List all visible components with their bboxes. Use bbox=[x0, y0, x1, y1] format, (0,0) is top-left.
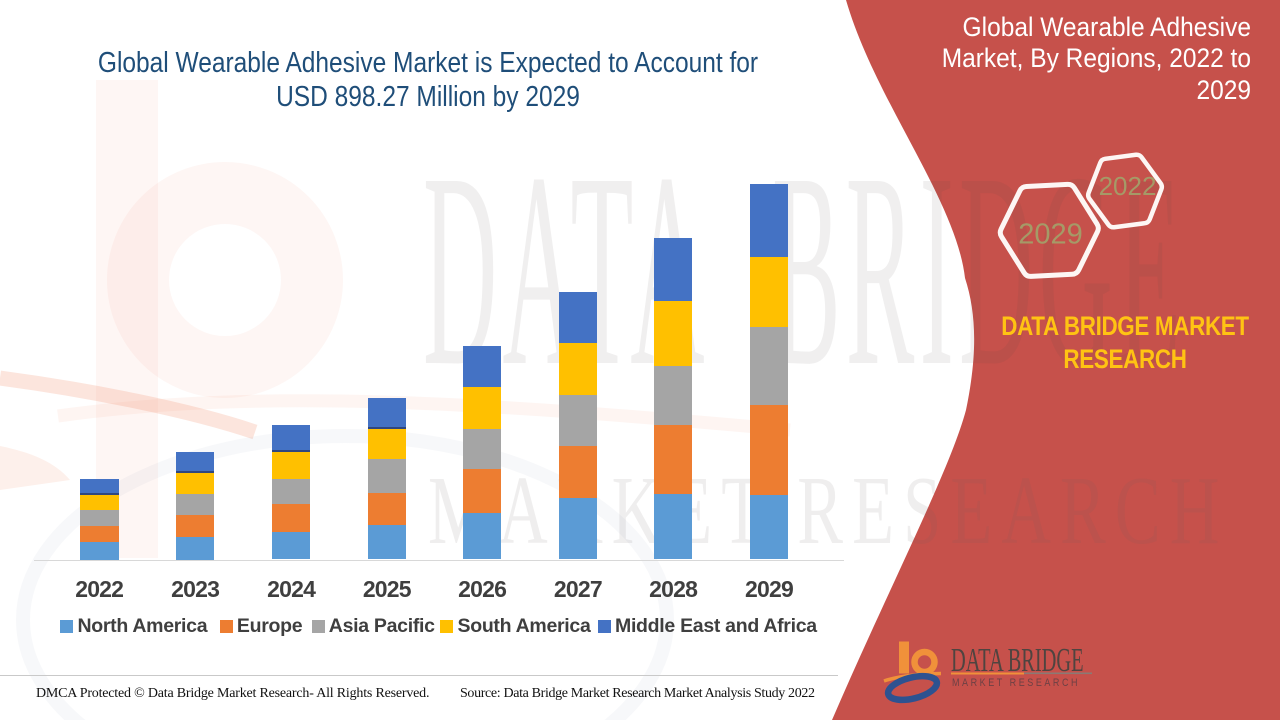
svg-text:2022: 2022 bbox=[1099, 171, 1157, 201]
svg-text:2029: 2029 bbox=[1018, 219, 1083, 251]
svg-text:MARKET RESEARCH: MARKET RESEARCH bbox=[952, 677, 1080, 689]
